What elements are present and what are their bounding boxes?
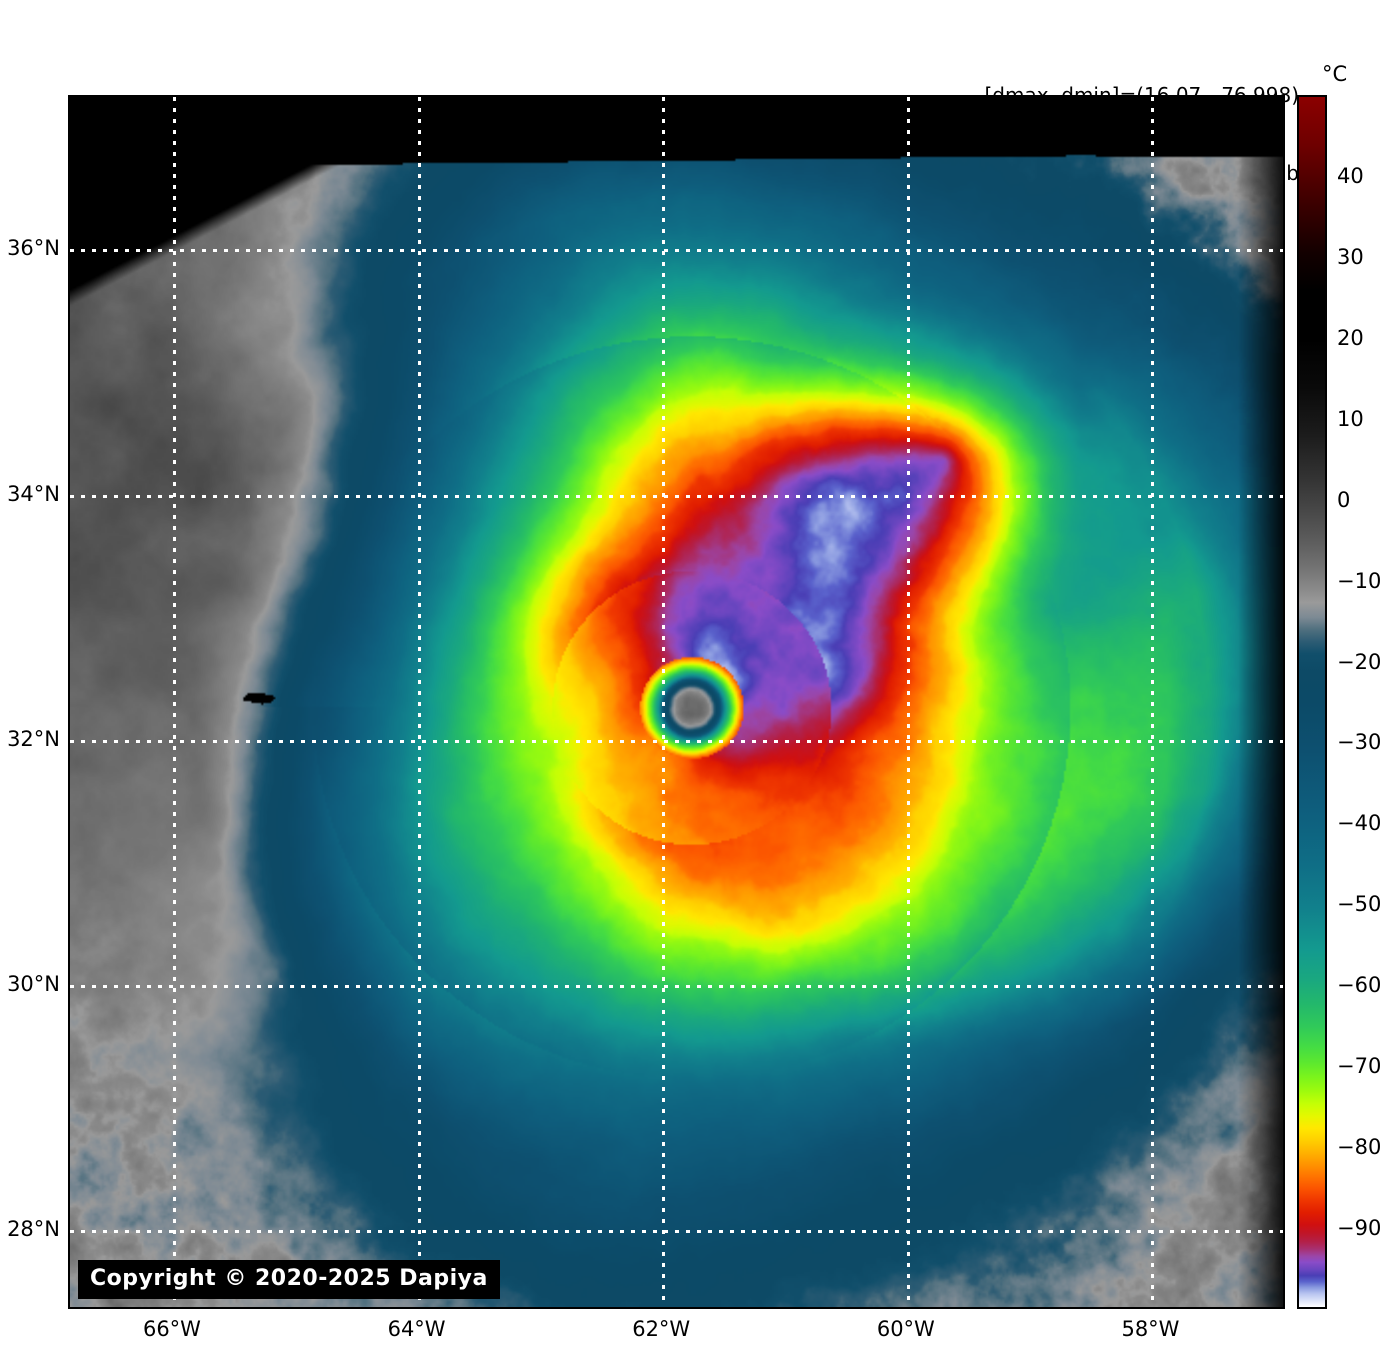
ytick-label-28: 28°N xyxy=(7,1217,60,1242)
colorbar-tick-30: 30 xyxy=(1337,244,1364,269)
colorbar-tick--40: −40 xyxy=(1337,811,1382,836)
colorbar-tick--30: −30 xyxy=(1337,730,1382,755)
colorbar-tick-10: 10 xyxy=(1337,406,1364,431)
colorbar-tick--90: −90 xyxy=(1337,1216,1382,1241)
infrared-satellite-imagery xyxy=(70,97,1283,1307)
colorbar[interactable] xyxy=(1297,95,1327,1309)
colorbar-tick-40: 40 xyxy=(1337,163,1364,188)
xtick-label-66: 66°W xyxy=(142,1317,201,1341)
xtick-label-60: 60°W xyxy=(876,1317,935,1341)
satellite-image-plot[interactable]: Copyright © 2020-2025 Dapiya xyxy=(68,95,1285,1309)
ytick-label-30: 30°N xyxy=(7,972,60,997)
colorbar-gradient xyxy=(1299,97,1325,1307)
copyright-badge: Copyright © 2020-2025 Dapiya xyxy=(78,1260,500,1299)
colorbar-tick--10: −10 xyxy=(1337,568,1382,593)
colorbar-unit-label: °C xyxy=(1322,62,1348,86)
xtick-label-58: 58°W xyxy=(1121,1317,1180,1341)
colorbar-tick--80: −80 xyxy=(1337,1135,1382,1160)
colorbar-tick--70: −70 xyxy=(1337,1054,1382,1079)
colorbar-tick--60: −60 xyxy=(1337,973,1382,998)
xtick-label-62: 62°W xyxy=(632,1317,691,1341)
ytick-label-36: 36°N xyxy=(7,236,60,261)
colorbar-tick--50: −50 xyxy=(1337,892,1382,917)
colorbar-tick-0: 0 xyxy=(1337,487,1351,512)
xtick-label-64: 64°W xyxy=(387,1317,446,1341)
ytick-label-32: 32°N xyxy=(7,726,60,751)
colorbar-tick-20: 20 xyxy=(1337,325,1364,350)
colorbar-tick--20: −20 xyxy=(1337,649,1382,674)
ytick-label-34: 34°N xyxy=(7,481,60,506)
